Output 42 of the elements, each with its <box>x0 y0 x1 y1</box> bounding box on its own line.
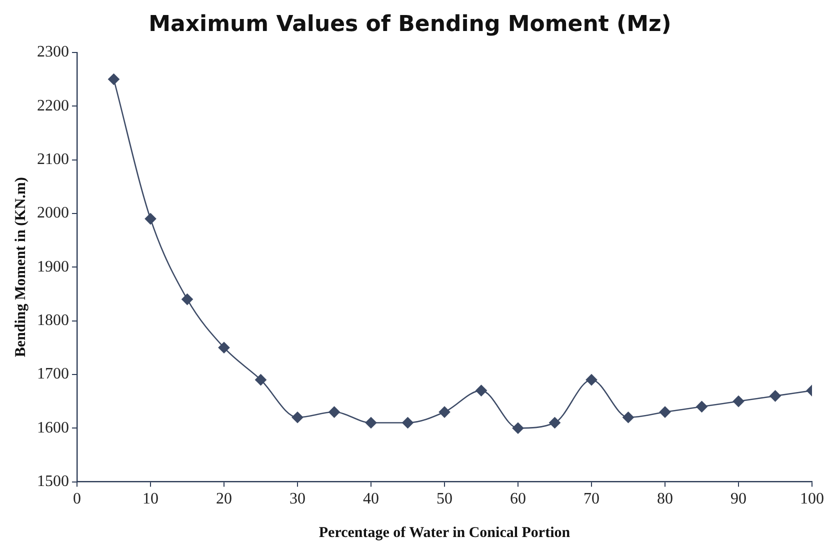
point <box>622 412 634 424</box>
point <box>549 417 560 428</box>
x-axis-title: Percentage of Water in Conical Portion <box>318 524 571 541</box>
x-tick-label: 70 <box>584 490 600 508</box>
x-tick-label: 100 <box>800 490 824 508</box>
y-tick-label: 1600 <box>37 419 69 436</box>
x-tick-label: 20 <box>216 490 232 508</box>
point <box>218 342 230 354</box>
point <box>292 412 304 424</box>
y-tick-label: 1900 <box>37 258 69 276</box>
x-tick-label: 40 <box>363 490 379 508</box>
point <box>328 406 340 418</box>
y-axis-title: Bending Moment in (KN.m) <box>12 177 29 358</box>
y-tick-label: 1700 <box>37 366 69 383</box>
y-tick-label: 2000 <box>37 204 69 222</box>
x-tick-label: 10 <box>142 490 158 508</box>
chart-title: Maximum Values of Bending Moment (Mz) <box>148 12 672 37</box>
point <box>402 417 414 428</box>
point <box>476 384 487 396</box>
x-tick-label: 80 <box>657 490 673 508</box>
x-tick-label: 50 <box>436 490 452 508</box>
x-tick-label: 60 <box>510 490 526 508</box>
point <box>659 406 671 418</box>
point <box>586 374 598 386</box>
point <box>438 406 450 418</box>
point <box>365 417 377 428</box>
point <box>182 294 193 305</box>
point <box>255 374 266 386</box>
point <box>732 396 744 407</box>
point <box>144 213 156 224</box>
y-tick-label: 2200 <box>37 97 69 114</box>
point <box>696 401 708 412</box>
x-tick-label: 90 <box>730 490 746 508</box>
y-tick-label: 1500 <box>37 473 69 490</box>
x-tick-label: 0 <box>73 490 81 508</box>
y-tick-label: 2100 <box>37 150 69 168</box>
y-tick-label: 2300 <box>37 44 69 61</box>
x-tick-label: 30 <box>290 490 306 508</box>
point <box>512 422 524 434</box>
y-tick-label: 1800 <box>37 312 69 329</box>
point <box>108 74 120 85</box>
point <box>770 390 781 402</box>
